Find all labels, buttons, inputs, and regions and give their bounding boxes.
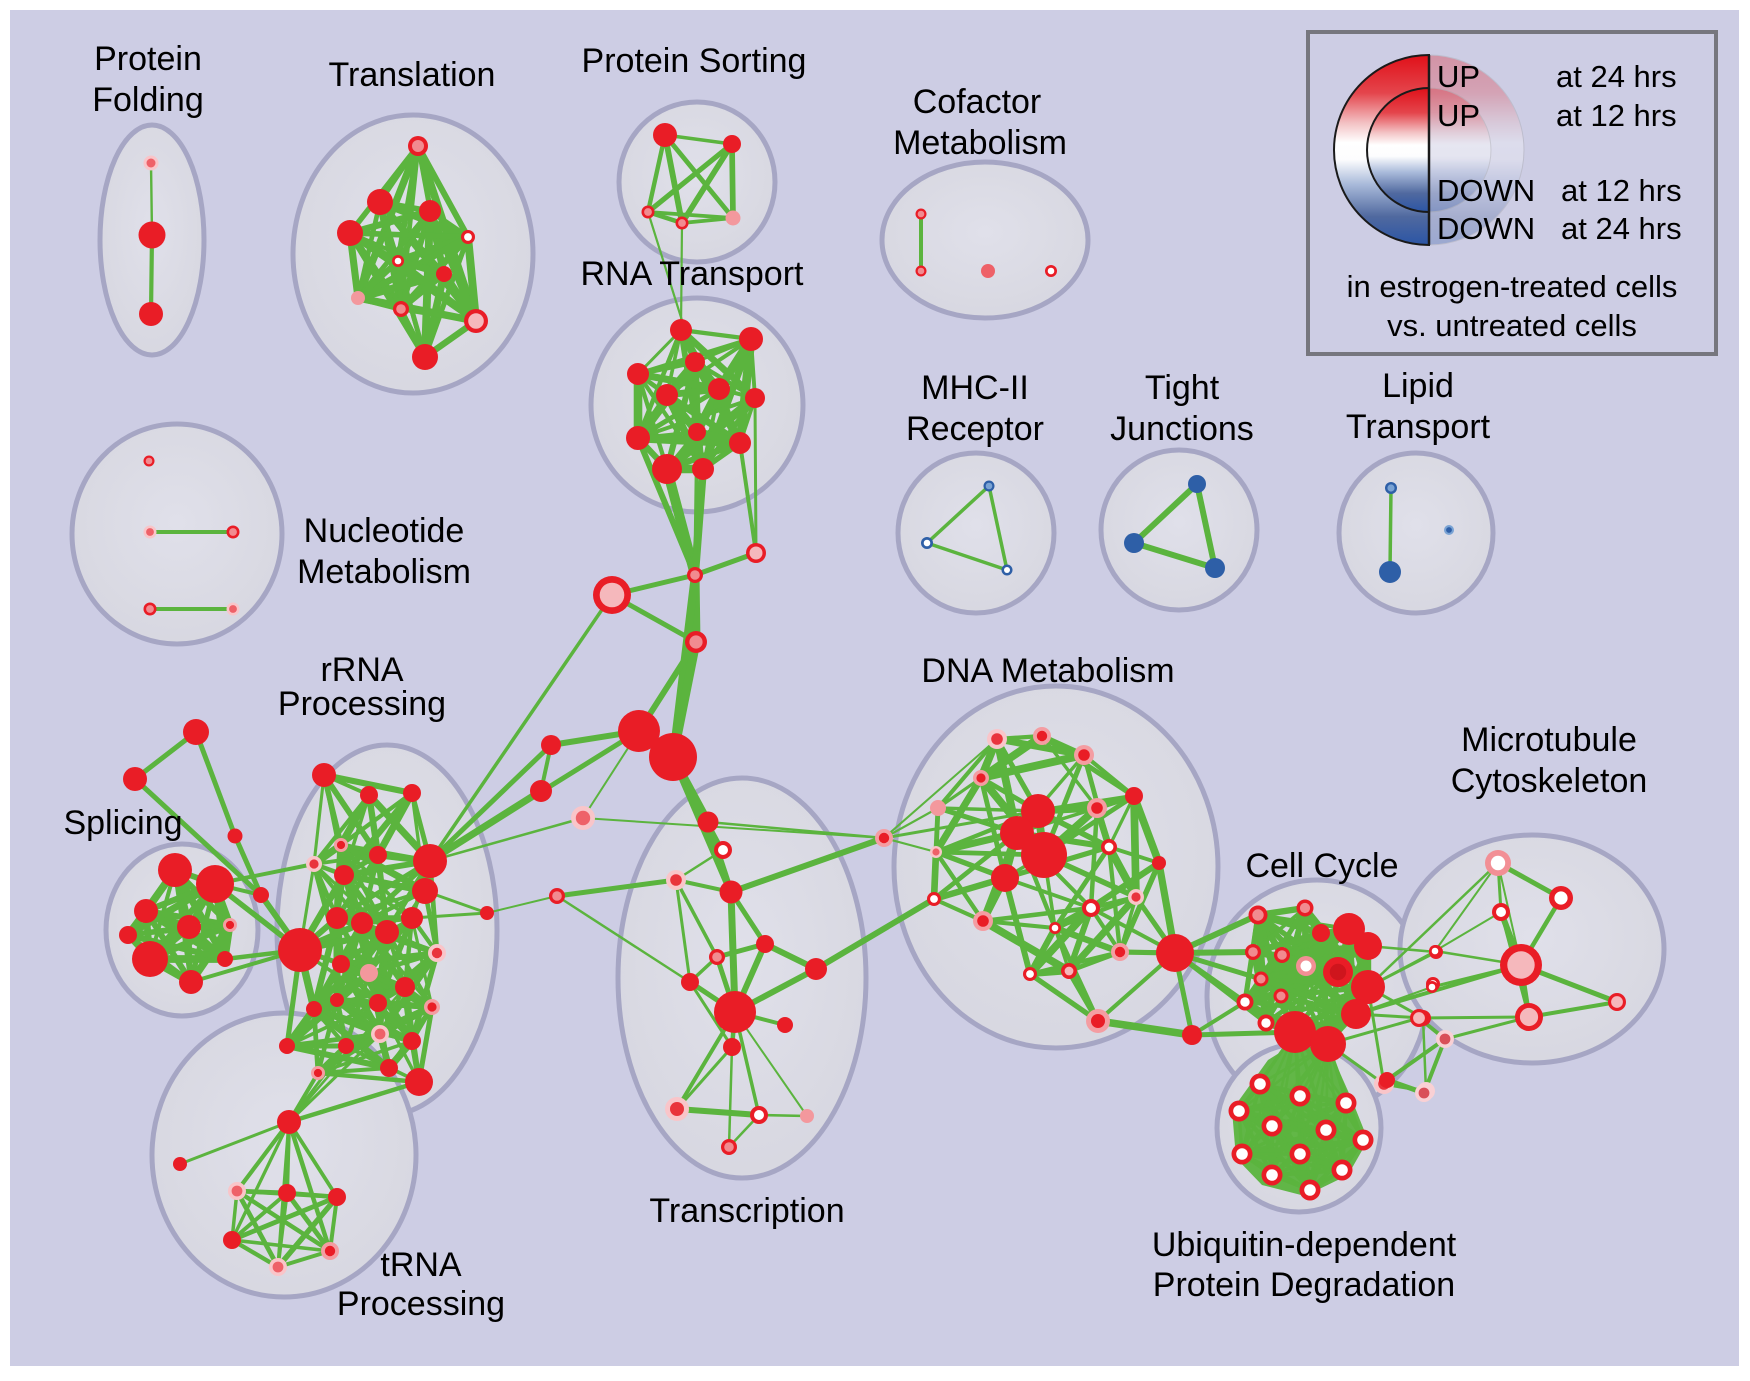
svg-text:Tight: Tight [1145,369,1220,407]
svg-text:Ubiquitin-dependent: Ubiquitin-dependent [1152,1226,1457,1264]
svg-text:Processing: Processing [337,1285,505,1323]
svg-text:Protein: Protein [94,40,202,78]
svg-text:Protein Degradation: Protein Degradation [1153,1266,1455,1304]
svg-text:Cofactor: Cofactor [913,83,1042,121]
svg-text:Metabolism: Metabolism [297,553,471,591]
svg-text:Transcription: Transcription [649,1192,844,1230]
svg-text:Nucleotide: Nucleotide [304,512,465,550]
svg-text:Transport: Transport [1346,408,1491,446]
svg-text:Processing: Processing [278,685,446,723]
svg-text:UP: UP [1437,98,1480,133]
svg-text:Metabolism: Metabolism [893,124,1067,162]
svg-text:in estrogen-treated cells: in estrogen-treated cells [1347,269,1678,304]
svg-text:DOWN: DOWN [1437,173,1535,208]
svg-text:Receptor: Receptor [906,410,1044,448]
svg-text:Splicing: Splicing [63,804,182,842]
svg-text:Lipid: Lipid [1382,367,1454,405]
svg-text:Folding: Folding [92,81,204,119]
svg-text:DOWN: DOWN [1437,211,1535,246]
svg-text:Protein Sorting: Protein Sorting [582,42,807,80]
svg-text:Cell Cycle: Cell Cycle [1245,847,1398,885]
svg-text:at 12 hrs: at 12 hrs [1556,98,1677,133]
svg-text:UP: UP [1437,59,1480,94]
svg-text:RNA Transport: RNA Transport [581,255,805,293]
svg-text:Cytoskeleton: Cytoskeleton [1451,762,1648,800]
svg-text:vs. untreated cells: vs. untreated cells [1387,308,1637,343]
svg-text:Translation: Translation [329,56,496,94]
svg-text:at 24 hrs: at 24 hrs [1561,211,1682,246]
svg-text:tRNA: tRNA [380,1246,462,1284]
svg-text:Microtubule: Microtubule [1461,721,1637,759]
svg-text:rRNA: rRNA [320,651,403,689]
svg-text:at 12 hrs: at 12 hrs [1561,173,1682,208]
svg-text:at 24 hrs: at 24 hrs [1556,59,1677,94]
svg-text:MHC-II: MHC-II [921,369,1029,407]
svg-text:Junctions: Junctions [1110,410,1254,448]
svg-text:DNA Metabolism: DNA Metabolism [921,652,1174,690]
